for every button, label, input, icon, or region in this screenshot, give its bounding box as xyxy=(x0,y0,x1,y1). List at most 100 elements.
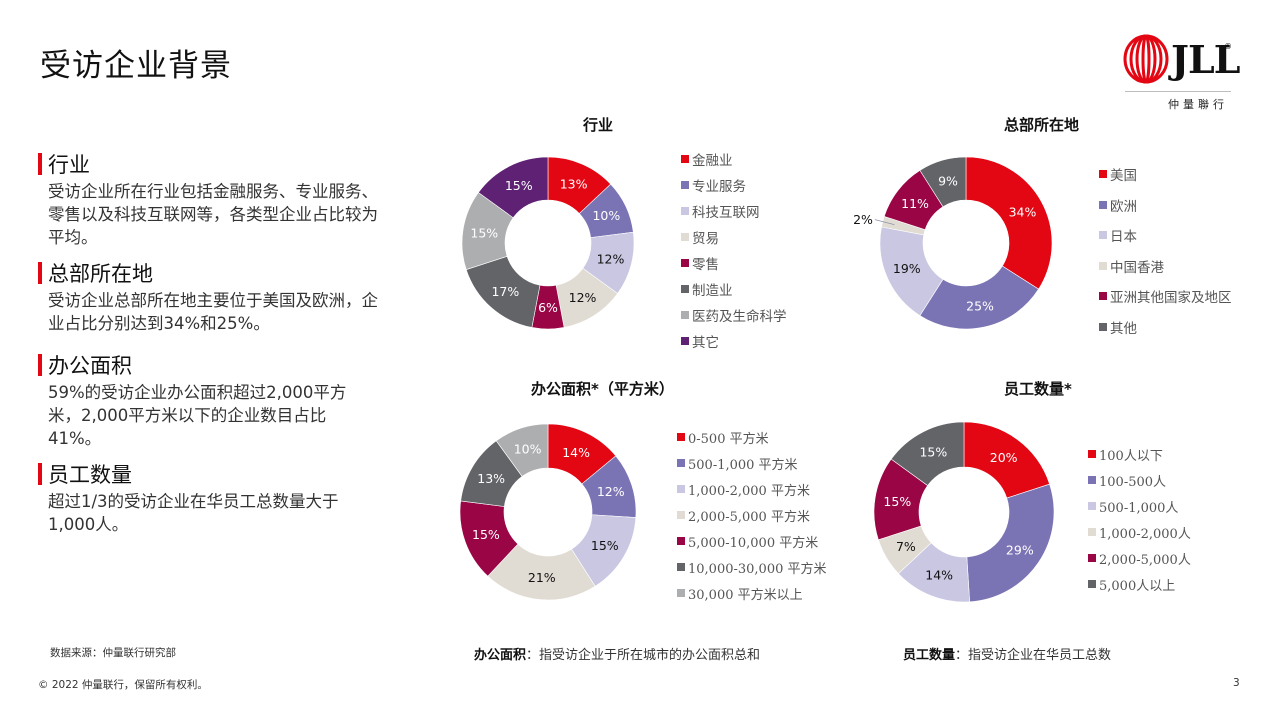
legend-swatch-icon xyxy=(681,155,689,163)
section-body: 受访企业所在行业包括金融服务、专业服务、零售以及科技互联网等，各类型企业占比较为… xyxy=(48,182,378,247)
section-body: 受访企业总部所在地主要位于美国及欧洲，企业占比分别达到34%和25%。 xyxy=(48,291,378,333)
slice-label: 15% xyxy=(470,225,498,240)
legend-swatch-icon xyxy=(677,459,685,467)
legend-item: 其它 xyxy=(681,328,787,354)
legend-swatch-icon xyxy=(1088,528,1096,536)
legend-swatch-icon xyxy=(1088,580,1096,588)
legend-label: 欧洲 xyxy=(1110,198,1137,215)
legend-swatch-icon xyxy=(1099,322,1107,331)
donut-slice xyxy=(965,156,1053,290)
section-accent-bar xyxy=(38,463,42,485)
slice-label: 11% xyxy=(901,196,929,211)
legend-item: 500-1,000人 xyxy=(1088,493,1191,519)
legend-item: 欧洲 xyxy=(1099,190,1232,221)
legend-label: 2,000-5,000 平方米 xyxy=(688,509,810,525)
legend-label: 30,000 平方米以上 xyxy=(688,587,803,603)
slice-label: 14% xyxy=(562,445,590,460)
slice-label: 19% xyxy=(893,261,921,276)
legend-item: 1,000-2,000人 xyxy=(1088,519,1191,545)
summary-column: 行业 受访企业所在行业包括金融服务、专业服务、零售以及科技互联网等，各类型企业占… xyxy=(38,150,378,546)
legend-item: 30,000 平方米以上 xyxy=(677,580,827,606)
registered-mark: ® xyxy=(1224,42,1232,51)
legend-swatch-icon xyxy=(677,563,685,571)
legend-swatch-icon xyxy=(677,537,685,545)
jll-logo-mark-icon xyxy=(1123,34,1169,84)
legend-label: 其它 xyxy=(692,335,719,351)
legend-item: 100人以下 xyxy=(1088,441,1191,467)
legend-swatch-icon xyxy=(1088,502,1096,510)
chart-legend: 100人以下 100-500人 500-1,000人 1,000-2,000人 2,00… xyxy=(1088,441,1191,597)
note-text: ：指受访企业在华员工总数 xyxy=(955,648,1112,663)
legend-label: 金融业 xyxy=(692,153,733,169)
slice-label: 10% xyxy=(592,208,620,223)
slice-label: 6% xyxy=(538,300,558,315)
logo-divider xyxy=(1125,91,1231,92)
legend-swatch-icon xyxy=(677,511,685,519)
legend-item: 美国 xyxy=(1099,159,1232,190)
legend-label: 其他 xyxy=(1110,320,1137,337)
slice-label: 9% xyxy=(938,174,958,189)
legend-item: 金融业 xyxy=(681,146,787,172)
legend-swatch-icon xyxy=(1099,261,1107,270)
section-headquarters: 总部所在地 受访企业总部所在地主要位于美国及欧洲，企业占比分别达到34%和25%… xyxy=(38,259,378,335)
legend-label: 日本 xyxy=(1110,229,1137,246)
section-accent-bar xyxy=(38,262,42,284)
note-office-area: 办公面积：指受访企业于所在城市的办公面积总和 xyxy=(474,644,760,663)
legend-swatch-icon xyxy=(681,285,689,293)
section-office-area: 办公面积 59%的受访企业办公面积超过2,000平方米，2,000平方米以下的企… xyxy=(38,351,378,450)
legend-label: 1,000-2,000人 xyxy=(1099,526,1191,542)
legend-item: 500-1,000 平方米 xyxy=(677,450,827,476)
slice-label: 13% xyxy=(560,176,588,191)
legend-item: 医药及生命科学 xyxy=(681,302,787,328)
legend-swatch-icon xyxy=(681,207,689,215)
legend-label: 100-500人 xyxy=(1099,474,1167,490)
legend-swatch-icon xyxy=(681,181,689,189)
note-label: 员工数量 xyxy=(903,648,956,663)
note-label: 办公面积 xyxy=(474,648,527,663)
slice-label: 34% xyxy=(1009,204,1037,219)
legend-label: 科技互联网 xyxy=(692,205,760,221)
legend-label: 零售 xyxy=(692,257,719,273)
slice-label: 17% xyxy=(491,284,519,299)
legend-swatch-icon xyxy=(1088,450,1096,458)
legend-label: 美国 xyxy=(1110,168,1137,185)
slice-label: 12% xyxy=(597,484,625,499)
section-body: 超过1/3的受访企业在华员工总数量大于1,000人。 xyxy=(48,492,339,534)
section-title: 办公面积 xyxy=(48,354,132,378)
page-title: 受访企业背景 xyxy=(40,48,232,84)
donut-slice xyxy=(890,421,965,486)
section-industry: 行业 受访企业所在行业包括金融服务、专业服务、零售以及科技互联网等，各类型企业占… xyxy=(38,150,378,249)
legend-item: 0-500 平方米 xyxy=(677,424,827,450)
slice-label: 12% xyxy=(569,290,597,305)
donut-slice xyxy=(919,265,1040,330)
legend-item: 中国香港 xyxy=(1099,251,1232,282)
chart-title: 办公面积*（平方米） xyxy=(531,380,674,398)
legend-item: 5,000-10,000 平方米 xyxy=(677,528,827,554)
leader-line xyxy=(874,219,895,225)
slice-label: 12% xyxy=(597,252,625,267)
section-title: 总部所在地 xyxy=(48,262,153,286)
jll-logo: JLL ® 仲量聯行 xyxy=(1123,34,1240,114)
data-source: 数据来源：仲量联行研究部 xyxy=(50,647,176,659)
legend-swatch-icon xyxy=(677,485,685,493)
jll-chinese-name: 仲量聯行 xyxy=(1168,98,1228,111)
legend-swatch-icon xyxy=(681,259,689,267)
legend-item: 零售 xyxy=(681,250,787,276)
slice-label: 21% xyxy=(528,570,556,585)
legend-item: 2,000-5,000人 xyxy=(1088,545,1191,571)
donut-slice xyxy=(966,483,1055,603)
slice-label: 15% xyxy=(591,538,619,553)
legend-label: 1,000-2,000 平方米 xyxy=(688,483,810,499)
section-title: 员工数量 xyxy=(48,463,132,487)
legend-label: 0-500 平方米 xyxy=(688,431,769,447)
note-text: ：指受访企业于所在城市的办公面积总和 xyxy=(526,648,761,663)
copyright: © 2022 仲量联行，保留所有权利。 xyxy=(38,679,208,691)
jll-wordmark: JLL xyxy=(1171,37,1240,82)
section-accent-bar xyxy=(38,153,42,175)
legend-swatch-icon xyxy=(1088,476,1096,484)
section-body: 59%的受访企业办公面积超过2,000平方米，2,000平方米以下的企业数目占比… xyxy=(48,383,347,448)
legend-item: 日本 xyxy=(1099,220,1232,251)
